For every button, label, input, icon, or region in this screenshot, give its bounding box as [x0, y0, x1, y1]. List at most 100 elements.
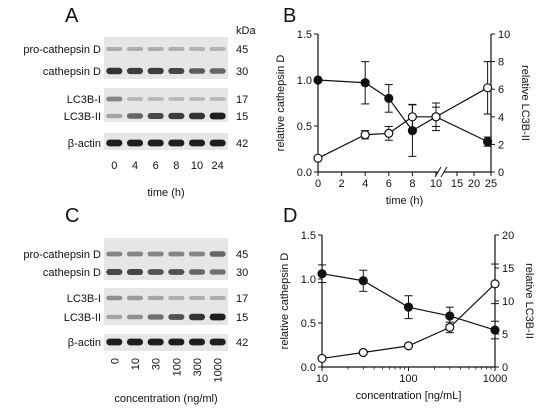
- chart-panel-b: B 0.0 0.5 1.0 1.5 0 2 4 6 8 10 0 2 4 6 8 10 15 20 25 time (h…: [275, 5, 531, 207]
- filled-circle-point: [313, 75, 323, 85]
- blot-band: [209, 139, 226, 147]
- blot-band: [106, 295, 123, 301]
- blot-band: [209, 296, 226, 300]
- band-label: β-actin: [68, 337, 101, 349]
- y-right-tick-label: 0: [498, 167, 504, 179]
- blot-band: [126, 314, 144, 320]
- blot-band: [209, 97, 226, 101]
- blot-band: [126, 338, 144, 346]
- x-tick-label: 10: [430, 178, 442, 190]
- band-label: LC3B-II: [64, 111, 101, 123]
- y-tick-label: 1.5: [297, 29, 312, 41]
- blot-band: [168, 269, 185, 275]
- blot-band: [168, 296, 185, 300]
- y-tick-label: 1.0: [301, 274, 316, 286]
- molecular-weight-label: 15: [236, 111, 248, 123]
- open-circle-point: [445, 322, 455, 332]
- blot-x-axis-label: concentration (ng/ml): [114, 393, 217, 405]
- blot-band: [126, 47, 144, 51]
- blot-band: [147, 97, 164, 101]
- blot-band: [188, 269, 206, 275]
- blot-band: [106, 47, 123, 51]
- panel-letter: A: [65, 5, 79, 27]
- blot-band: [126, 269, 144, 275]
- molecular-weight-label: 17: [236, 94, 248, 106]
- y-tick-label: 0.0: [301, 362, 316, 374]
- y-tick-label: 0.0: [297, 167, 312, 179]
- x-tick-label: 2: [339, 178, 345, 190]
- open-circle-point: [313, 153, 323, 163]
- blot-membrane: [104, 334, 228, 351]
- molecular-weight-label: 17: [236, 293, 248, 305]
- blot-band: [168, 139, 185, 147]
- blot-band: [188, 313, 206, 321]
- blot-band: [188, 338, 206, 346]
- y-axis-label: relative cathepsin D: [275, 55, 287, 152]
- x-tick-label: 20: [468, 178, 480, 190]
- blot-band: [168, 314, 185, 320]
- blot-band: [188, 296, 206, 300]
- panel-letter: C: [65, 205, 79, 227]
- blot-band: [147, 314, 164, 320]
- open-circle-point: [360, 130, 370, 140]
- y-right-tick-label: 6: [498, 84, 504, 96]
- open-circle-point: [384, 128, 394, 138]
- open-circle-point: [407, 112, 417, 122]
- blot-band: [126, 67, 144, 75]
- axis-break-mark: [440, 166, 448, 178]
- molecular-weight-label: 42: [236, 337, 248, 349]
- molecular-weight-label: 45: [236, 44, 248, 56]
- y-right-tick-label: 2: [498, 139, 504, 151]
- y-right-tick-label: 0: [502, 362, 508, 374]
- blot-band: [126, 139, 144, 147]
- filled-circle-point: [490, 325, 500, 335]
- blot-band: [209, 269, 226, 275]
- filled-circle-point: [384, 93, 394, 104]
- chart-panel-d: D 0.0 0.5 1.0 1.5 0 5 10 15 20 10 100 1000 concentrat…: [279, 205, 535, 402]
- open-circle-point: [490, 279, 500, 289]
- band-label: LC3B-I: [67, 293, 101, 305]
- blot-band: [168, 47, 185, 51]
- lane-label: 6: [153, 160, 159, 172]
- blot-band: [209, 68, 226, 74]
- molecular-weight-label: 42: [236, 138, 248, 150]
- panel-letter: B: [283, 5, 296, 27]
- molecular-weight-label: 45: [236, 249, 248, 261]
- molecular-weight-label: 30: [236, 66, 248, 78]
- blot-band: [147, 139, 164, 147]
- molecular-weight-label: 15: [236, 312, 248, 324]
- blot-band: [126, 97, 144, 101]
- kda-header: kDa: [236, 25, 256, 37]
- x-tick-label: 0: [315, 178, 321, 190]
- band-label: cathepsin D: [43, 267, 101, 279]
- x-tick-label: 1000: [483, 373, 507, 385]
- blot-band: [188, 68, 206, 74]
- open-circle-point: [358, 347, 368, 358]
- lane-label: 1000: [213, 358, 225, 382]
- series-line: [317, 87, 488, 159]
- x-tick-label: 8: [409, 178, 415, 190]
- blot-band: [147, 295, 164, 301]
- blot-band: [188, 97, 206, 101]
- filled-circle-point: [483, 137, 493, 147]
- blot-membrane: [104, 37, 228, 79]
- blot-band: [106, 269, 123, 275]
- y-right-tick-label: 15: [502, 263, 514, 275]
- lane-label: 0: [111, 160, 117, 172]
- blot-band: [106, 338, 123, 346]
- filled-circle-point: [445, 311, 455, 321]
- open-circle-point: [483, 83, 493, 93]
- x-tick-label: 6: [386, 178, 392, 190]
- blot-band: [209, 112, 226, 120]
- blot-band: [106, 96, 123, 102]
- lane-label: 10: [191, 160, 203, 172]
- y-tick-label: 1.0: [297, 75, 312, 87]
- molecular-weight-label: 30: [236, 267, 248, 279]
- blot-band: [106, 139, 123, 147]
- blot-band: [106, 314, 123, 320]
- blot-band: [168, 97, 185, 101]
- blot-membrane: [104, 133, 228, 150]
- lane-label: 8: [173, 160, 179, 172]
- blot-band: [209, 313, 226, 321]
